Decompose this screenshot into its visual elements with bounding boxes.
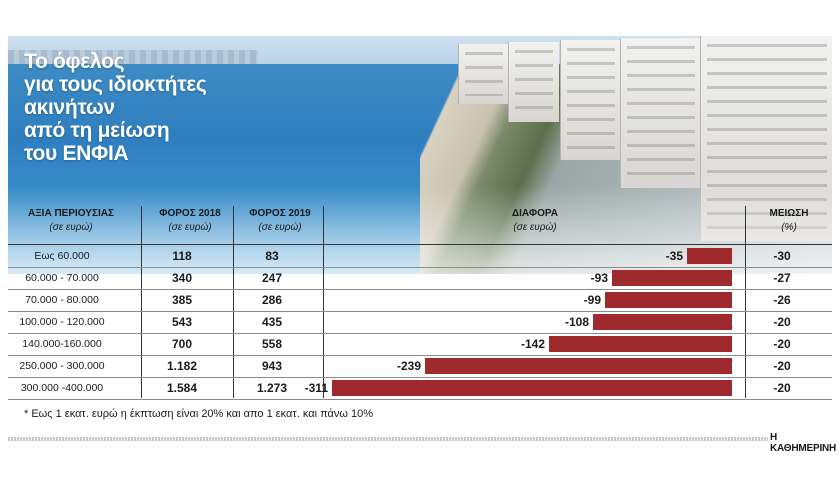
- tax2019-cell: 1.273: [256, 381, 288, 395]
- title-line: του ΕΝΦΙΑ: [24, 142, 129, 165]
- table-row: 300.000 -400.000 1.584 1.273 -20 -311: [0, 377, 840, 399]
- title-line: για τους ιδιοκτήτες: [24, 73, 207, 96]
- table-row: 100.000 - 120.000 543 435 -20 -108: [0, 311, 840, 333]
- tax2019-cell: 83: [265, 249, 279, 263]
- reduction-cell: -30: [773, 249, 791, 263]
- header-photo: [8, 36, 832, 274]
- table-row: 70.000 - 80.000 385 286 -26 -99: [0, 289, 840, 311]
- header-reduction-unit: (%): [781, 222, 797, 233]
- difference-bar: [593, 314, 732, 330]
- source-credit: Η ΚΑΘΗΜΕΡΙΝΗ: [770, 432, 837, 454]
- reduction-cell: -20: [773, 359, 791, 373]
- difference-bar: [332, 380, 732, 396]
- tax2019-cell: 558: [261, 337, 283, 351]
- header-tax2019-label: ΦΟΡΟΣ 2019: [249, 208, 311, 219]
- difference-label: -239: [396, 359, 421, 373]
- building: [620, 38, 701, 188]
- title-line: ακινήτων: [24, 96, 115, 119]
- value-range-cell: 140.000-160.000: [22, 338, 102, 350]
- header-value: ΑΞΙΑ ΠΕΡΙΟΥΣΙΑΣ (σε ευρώ): [16, 207, 126, 251]
- header-divider: [8, 244, 832, 245]
- row-divider: [8, 333, 832, 334]
- reduction-cell: -26: [773, 293, 791, 307]
- row-divider: [8, 289, 832, 290]
- title-line: Το όφελος: [24, 50, 125, 73]
- row-divider: [8, 267, 832, 268]
- difference-bar: [612, 270, 732, 286]
- tax2019-cell: 247: [261, 271, 283, 285]
- header-difference-unit: (σε ευρώ): [513, 222, 557, 233]
- row-divider: [8, 311, 832, 312]
- tax2019-cell: 943: [261, 359, 283, 373]
- header-difference: ΔΙΑΦΟΡΑ (σε ευρώ): [490, 207, 580, 251]
- table-row: 60.000 - 70.000 340 247 -27 -93: [0, 267, 840, 289]
- tax2019-cell: 435: [261, 315, 283, 329]
- header-difference-label: ΔΙΑΦΟΡΑ: [511, 208, 559, 219]
- reduction-cell: -20: [773, 337, 791, 351]
- value-range-cell: 300.000 -400.000: [20, 382, 104, 394]
- column-divider: [745, 206, 746, 398]
- title-line: από τη μείωση: [24, 119, 170, 142]
- tax2018-cell: 340: [171, 271, 193, 285]
- tax2018-cell: 1.182: [166, 359, 198, 373]
- difference-bar: [425, 358, 732, 374]
- tax2019-cell: 286: [261, 293, 283, 307]
- infographic-title: Το όφελος για τους ιδιοκτήτες ακινήτων α…: [24, 50, 244, 165]
- value-range-cell: Εως 60.000: [34, 250, 90, 262]
- difference-bar: [549, 336, 732, 352]
- value-range-cell: 100.000 - 120.000: [19, 316, 105, 328]
- column-divider: [323, 206, 324, 398]
- table-row: 140.000-160.000 700 558 -20 -142: [0, 333, 840, 355]
- building: [560, 40, 621, 160]
- column-divider: [233, 206, 234, 398]
- reduction-cell: -27: [773, 271, 791, 285]
- header-tax2018-unit: (σε ευρώ): [168, 222, 212, 233]
- difference-label: -99: [583, 293, 601, 307]
- header-value-unit: (σε ευρώ): [49, 222, 93, 233]
- header-tax2019: ΦΟΡΟΣ 2019 (σε ευρώ): [239, 207, 321, 251]
- row-divider: [8, 399, 832, 400]
- reduction-cell: -20: [773, 315, 791, 329]
- difference-label: -142: [520, 337, 545, 351]
- tax2018-cell: 118: [172, 249, 192, 263]
- table-row: Εως 60.000 118 83 -30 -35: [0, 245, 840, 267]
- bottom-rule: [8, 437, 768, 441]
- column-divider: [141, 206, 142, 398]
- header-tax2018-label: ΦΟΡΟΣ 2018: [159, 208, 221, 219]
- distant-city: [8, 50, 258, 68]
- header-value-label: ΑΞΙΑ ΠΕΡΙΟΥΣΙΑΣ: [28, 208, 114, 219]
- difference-label: -311: [304, 381, 328, 395]
- header-tax2019-unit: (σε ευρώ): [258, 222, 302, 233]
- tax2018-cell: 1.584: [166, 381, 198, 395]
- building: [458, 44, 509, 104]
- reduction-cell: -20: [773, 381, 791, 395]
- difference-label: -35: [665, 249, 683, 263]
- difference-label: -108: [564, 315, 589, 329]
- difference-bar: [605, 292, 732, 308]
- footnote: * Εως 1 εκατ. ευρώ η έκπτωση είναι 20% κ…: [24, 408, 374, 420]
- tax2018-cell: 385: [171, 293, 193, 307]
- row-divider: [8, 355, 832, 356]
- row-divider: [8, 377, 832, 378]
- table-row: 250.000 - 300.000 1.182 943 -20 -239: [0, 355, 840, 377]
- difference-bar: [687, 248, 732, 264]
- header-reduction: ΜΕΙΩΣΗ (%): [750, 207, 828, 251]
- building: [508, 42, 559, 122]
- difference-label: -93: [590, 271, 608, 285]
- value-range-cell: 70.000 - 80.000: [25, 294, 99, 306]
- header-reduction-label: ΜΕΙΩΣΗ: [769, 208, 809, 219]
- tax2018-cell: 543: [171, 315, 193, 329]
- header-tax2018: ΦΟΡΟΣ 2018 (σε ευρώ): [149, 207, 231, 251]
- tax2018-cell: 700: [171, 337, 193, 351]
- value-range-cell: 60.000 - 70.000: [25, 272, 99, 284]
- value-range-cell: 250.000 - 300.000: [19, 360, 105, 372]
